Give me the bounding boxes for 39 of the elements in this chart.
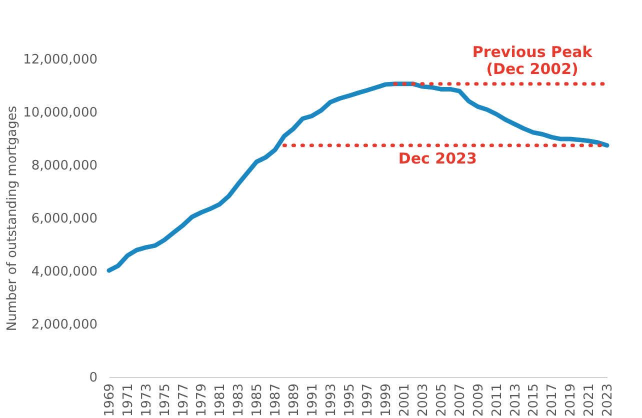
x-tick-label: 1971 — [120, 384, 136, 417]
x-tick-label: 1969 — [102, 384, 118, 417]
line-series — [106, 82, 610, 273]
x-tick-label: 1985 — [250, 384, 266, 417]
y-tick-label: 10,000,000 — [23, 106, 98, 120]
x-tick-label: 2009 — [471, 384, 486, 417]
y-tick-label: 4,000,000 — [31, 264, 98, 280]
ref-line-label: Previous Peak (Dec 2002) — [472, 42, 594, 78]
x-tick-label: 1973 — [139, 384, 154, 417]
y-tick-label: 2,000,000 — [31, 318, 98, 332]
y-tick-label: 8,000,000 — [31, 158, 98, 174]
y-tick-label: 6,000,000 — [31, 212, 98, 226]
x-tick-label: 2013 — [508, 384, 524, 417]
x-tick-label: 2019 — [564, 384, 579, 417]
x-tick-label: 1999 — [379, 384, 394, 417]
y-tick-label: 12,000,000 — [23, 52, 98, 68]
x-tick-label: 1981 — [213, 384, 228, 417]
x-tick-label: 2021 — [582, 384, 598, 417]
x-tick-label: 2011 — [490, 384, 505, 417]
x-tick-label: 1991 — [305, 384, 320, 417]
x-tick-label: 1983 — [232, 384, 247, 417]
x-tick-label: 2017 — [545, 384, 560, 417]
x-tick-label: 2001 — [398, 384, 413, 417]
x-tick-label: 1997 — [360, 384, 376, 417]
x-tick-label: 2023 — [600, 384, 616, 417]
x-tick-label: 2005 — [434, 384, 450, 417]
x-tick-label: 1975 — [158, 384, 173, 417]
x-tick-label: 2007 — [452, 384, 468, 417]
x-tick-label: 2015 — [526, 384, 542, 417]
x-tick-label: 1979 — [194, 384, 210, 417]
x-tick-label: 1993 — [324, 384, 339, 417]
x-tick-label: 1977 — [176, 384, 192, 417]
x-tick-label: 1987 — [268, 384, 284, 417]
y-tick-label: 0 — [89, 370, 98, 386]
x-tick-label: 1995 — [342, 384, 358, 417]
y-axis-title: Number of outstanding mortgages — [5, 106, 20, 332]
x-tick-label: 2003 — [416, 384, 432, 417]
x-tick-label: 1989 — [286, 384, 302, 417]
ref-line-label: Dec 2023 — [398, 149, 477, 168]
